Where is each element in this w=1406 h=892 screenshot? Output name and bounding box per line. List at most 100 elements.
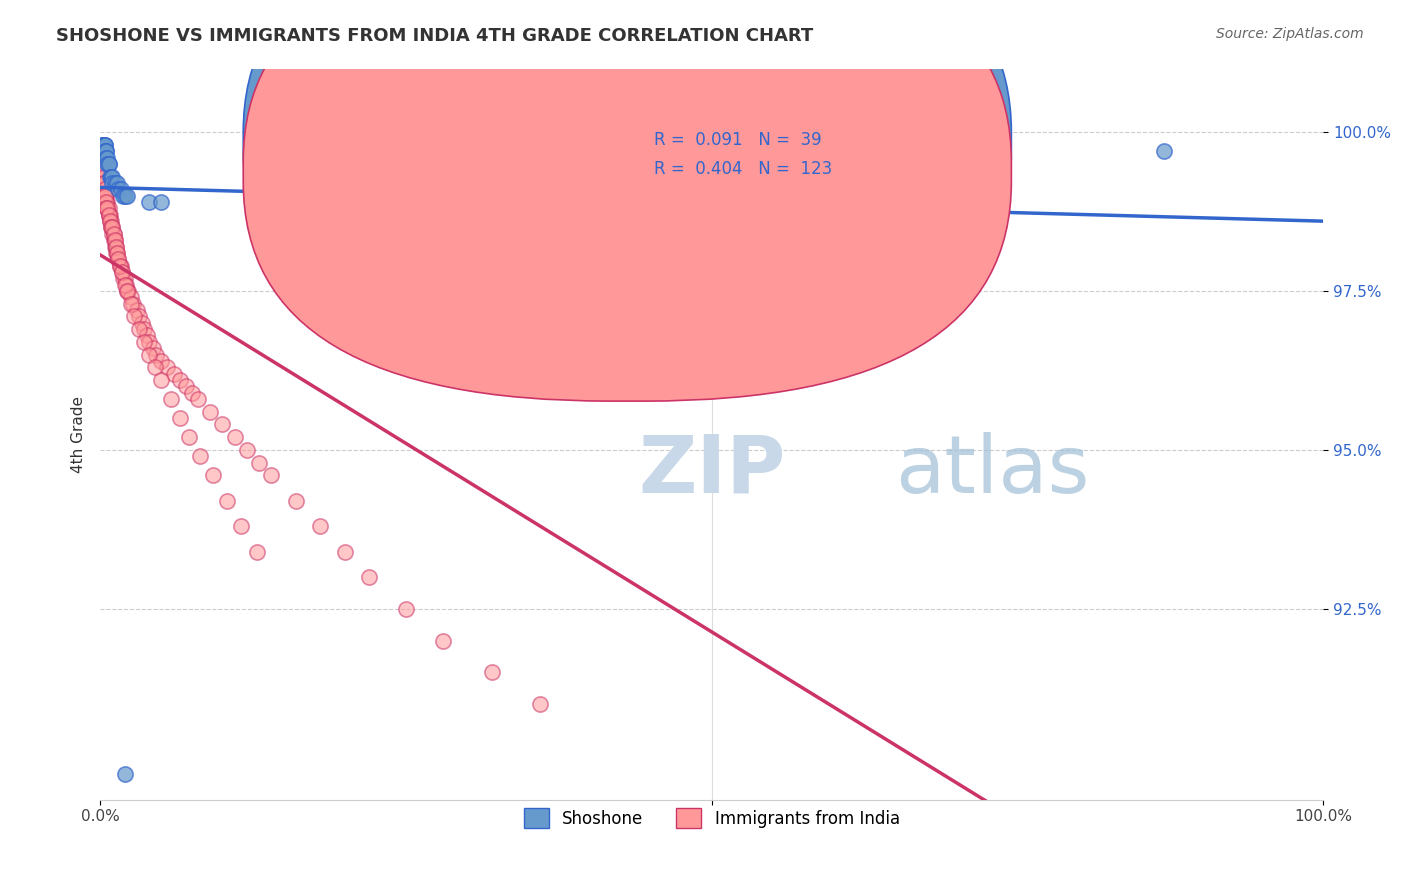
Point	[94, 144, 117, 158]
Point	[96, 202, 118, 216]
Text: atlas: atlas	[896, 432, 1090, 509]
Point	[97, 208, 120, 222]
Point	[96, 194, 118, 209]
Point	[104, 239, 127, 253]
Point	[98, 208, 121, 222]
Point	[156, 360, 179, 375]
Point	[921, 188, 943, 202]
Point	[120, 290, 142, 304]
Point	[247, 456, 270, 470]
Point	[114, 188, 136, 202]
Point	[91, 163, 114, 178]
Point	[236, 442, 259, 457]
Point	[97, 157, 120, 171]
Point	[134, 334, 156, 349]
Point	[107, 182, 129, 196]
Point	[96, 188, 118, 202]
FancyBboxPatch shape	[243, 0, 1011, 372]
Point	[111, 265, 134, 279]
Point	[884, 176, 907, 190]
Point	[143, 360, 166, 375]
Point	[94, 137, 117, 152]
Point	[107, 252, 129, 267]
Point	[108, 259, 131, 273]
Point	[91, 163, 114, 178]
Point	[150, 354, 173, 368]
Point	[145, 347, 167, 361]
Point	[1153, 144, 1175, 158]
Point	[201, 468, 224, 483]
Point	[97, 208, 120, 222]
Point	[97, 208, 120, 222]
Point	[174, 379, 197, 393]
Point	[103, 233, 125, 247]
Point	[135, 328, 157, 343]
Point	[104, 233, 127, 247]
Point	[211, 417, 233, 432]
Point	[96, 151, 118, 165]
Point	[94, 182, 117, 196]
Point	[160, 392, 183, 406]
Point	[333, 544, 356, 558]
Point	[94, 188, 117, 202]
Point	[104, 233, 127, 247]
Point	[138, 347, 160, 361]
Point	[91, 163, 114, 178]
Point	[103, 227, 125, 241]
Point	[90, 163, 112, 178]
Point	[96, 202, 118, 216]
Point	[284, 493, 307, 508]
Point	[529, 697, 551, 711]
Point	[578, 252, 600, 267]
Point	[114, 277, 136, 292]
Text: R =  0.404   N =  123: R = 0.404 N = 123	[654, 161, 832, 178]
Point	[93, 169, 115, 184]
Point	[101, 169, 124, 184]
Point	[91, 137, 114, 152]
Point	[101, 220, 124, 235]
FancyBboxPatch shape	[596, 116, 938, 193]
Point	[124, 310, 146, 324]
Point	[725, 233, 748, 247]
Point	[229, 519, 252, 533]
Point	[107, 252, 129, 267]
Point	[169, 373, 191, 387]
Point	[96, 151, 118, 165]
Text: SHOSHONE VS IMMIGRANTS FROM INDIA 4TH GRADE CORRELATION CHART: SHOSHONE VS IMMIGRANTS FROM INDIA 4TH GR…	[56, 27, 814, 45]
Point	[115, 284, 138, 298]
Point	[94, 188, 117, 202]
Point	[105, 239, 128, 253]
Point	[94, 182, 117, 196]
Point	[101, 227, 124, 241]
Point	[105, 245, 128, 260]
Text: ZIP: ZIP	[638, 432, 786, 509]
Point	[260, 468, 283, 483]
Point	[217, 493, 239, 508]
Point	[142, 341, 165, 355]
Point	[96, 202, 118, 216]
Point	[359, 570, 381, 584]
Point	[169, 411, 191, 425]
Point	[179, 430, 201, 444]
Point	[128, 322, 150, 336]
Point	[90, 137, 112, 152]
Point	[93, 176, 115, 190]
Y-axis label: 4th Grade: 4th Grade	[72, 395, 86, 473]
Text: R =  0.091   N =  39: R = 0.091 N = 39	[654, 131, 823, 149]
Point	[138, 334, 160, 349]
Point	[93, 144, 115, 158]
Legend: Shoshone, Immigrants from India: Shoshone, Immigrants from India	[517, 801, 907, 835]
Point	[100, 220, 122, 235]
Point	[713, 169, 735, 184]
Point	[676, 182, 699, 196]
Point	[246, 544, 269, 558]
Point	[481, 665, 503, 680]
Point	[112, 271, 135, 285]
Point	[115, 284, 138, 298]
Point	[640, 137, 662, 152]
Point	[224, 430, 246, 444]
Point	[125, 303, 148, 318]
Point	[112, 188, 135, 202]
Point	[105, 239, 128, 253]
Point	[100, 169, 122, 184]
